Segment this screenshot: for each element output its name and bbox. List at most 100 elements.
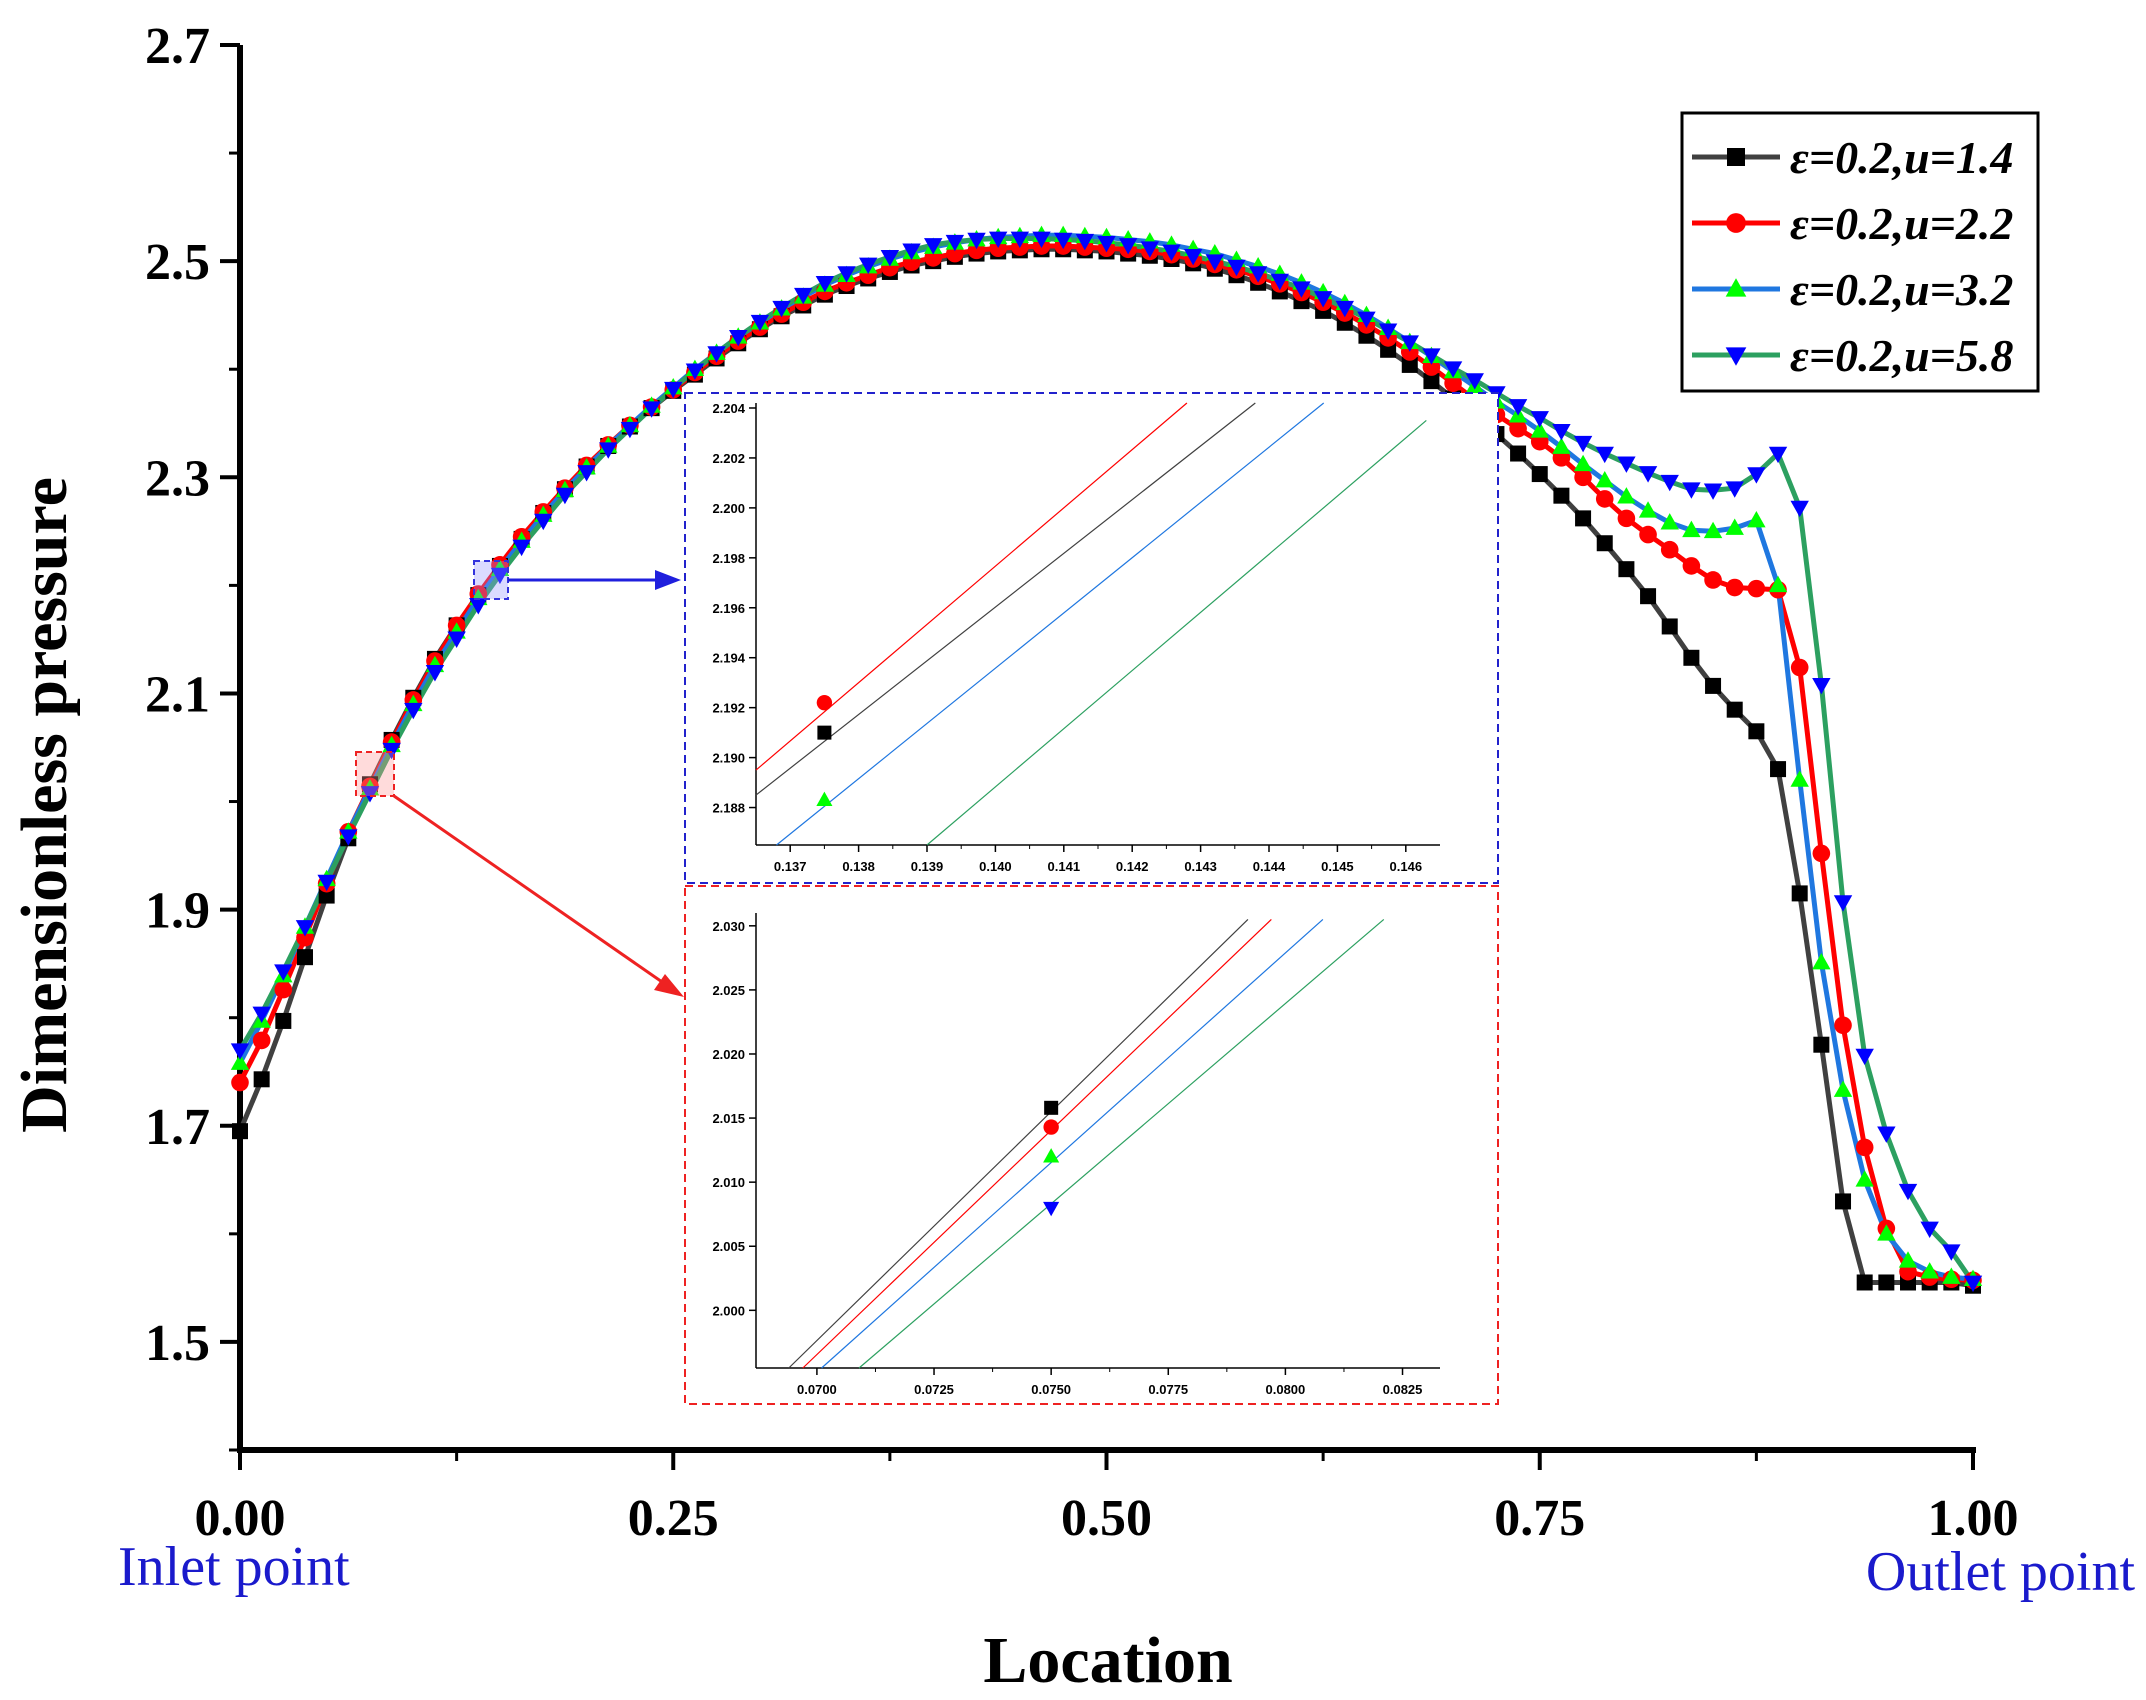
data-point-s4 (1963, 1275, 1983, 1293)
data-point-s3 (1725, 518, 1744, 535)
data-point-s3 (1833, 1080, 1853, 1097)
data-point-s4 (1010, 231, 1030, 249)
data-point-s1 (1553, 487, 1570, 504)
data-point-s2 (1595, 490, 1614, 508)
inset-y-tick-label: 2.190 (712, 751, 745, 766)
data-point-s4 (599, 442, 618, 459)
data-point-s1 (1705, 677, 1722, 694)
data-point-s4 (1378, 323, 1398, 340)
data-point-s4 (490, 567, 510, 585)
data-point-s4 (729, 330, 748, 347)
data-point-s4 (1617, 456, 1636, 473)
legend-label: ε=0.2,u=5.8 (1790, 330, 2013, 381)
zoom-box-upper (473, 560, 509, 600)
inset-data-point-3 (816, 791, 833, 807)
inset-series-line-3 (821, 918, 1324, 1369)
data-point-s4 (902, 243, 921, 260)
data-point-s2 (1834, 1016, 1852, 1035)
data-point-s4 (1422, 348, 1441, 365)
inset-series-line-4 (858, 918, 1385, 1369)
data-point-s4 (1920, 1221, 1939, 1239)
data-point-s1 (296, 949, 313, 966)
inset-upper-frame (684, 392, 1499, 884)
data-point-s1 (1813, 1036, 1830, 1053)
inset-y-tick-label: 2.015 (712, 1111, 745, 1126)
data-point-s4 (1790, 500, 1809, 518)
zoom-callouts (355, 560, 684, 997)
data-point-s4 (1097, 235, 1116, 253)
inset-y-tick-label: 2.204 (712, 401, 745, 416)
inlet-point-label: Inlet point (118, 1536, 350, 1598)
inset-y-tick-label: 2.192 (712, 701, 745, 716)
data-point-s4 (924, 238, 943, 255)
data-point-s3 (1595, 470, 1614, 488)
data-point-s1 (275, 1012, 292, 1029)
outlet-point-label: Outlet point (1866, 1541, 2136, 1603)
inset-lower: 2.000 2.005 2.010 2.015 2.020 2.025 2.030 0.070… (684, 885, 1499, 1405)
data-point-s4 (1118, 238, 1138, 255)
inset-x-tick-label: 0.145 (1321, 859, 1354, 874)
data-point-s3 (1942, 1267, 1961, 1284)
series-markers (230, 225, 1983, 1294)
data-point-s4 (1595, 446, 1614, 464)
inset-lower-axes: 2.000 2.005 2.010 2.015 2.020 2.025 2.030 0.070… (712, 913, 1440, 1397)
data-point-s1 (1661, 618, 1678, 635)
data-point-s1 (1683, 649, 1700, 666)
data-point-s1 (1618, 561, 1635, 578)
data-point-s4 (1248, 266, 1268, 283)
x-tick-label: 0.75 (1494, 1490, 1585, 1547)
inset-y-tick-label: 2.025 (712, 983, 745, 998)
inset-y-tick-label: 2.200 (712, 501, 745, 516)
data-point-s4 (339, 829, 358, 846)
data-point-s4 (447, 631, 466, 648)
main-plot: 1.5 1.7 1.9 2.1 2.3 2.5 2.7 0.00 0.25 0.50 0.75 1.… (145, 18, 2019, 1547)
inset-y-tick-label: 2.005 (712, 1239, 745, 1254)
y-tick-label: 2.3 (145, 450, 210, 507)
data-point-s4 (1877, 1126, 1896, 1143)
data-point-s4 (815, 275, 835, 293)
legend: ε=0.2,u=1.4 ε=0.2,u=2.2 ε=0.2,u=3.2 ε=0.2,u… (1680, 111, 2040, 393)
inset-lower-lines (788, 918, 1385, 1369)
callout-arrowhead-lower (654, 974, 684, 997)
data-point-s4 (469, 598, 488, 615)
data-point-s1 (1770, 761, 1787, 778)
data-point-s2 (1617, 509, 1636, 528)
data-point-s4 (1703, 483, 1723, 500)
inset-upper-lines (755, 402, 1427, 846)
data-point-s4 (685, 363, 705, 380)
data-point-s3 (230, 1053, 250, 1070)
inset-data-point-2 (1043, 1119, 1059, 1135)
data-point-s4 (859, 257, 878, 274)
data-point-s4 (360, 786, 380, 803)
x-tick-label: 1.00 (1928, 1490, 2019, 1547)
data-point-s4 (664, 381, 683, 399)
data-point-s3 (1573, 454, 1593, 472)
data-point-s3 (1552, 437, 1571, 454)
data-point-s4 (577, 465, 596, 482)
data-point-s3 (1530, 421, 1549, 438)
inset-x-tick-label: 0.142 (1116, 859, 1149, 874)
data-point-s3 (1877, 1224, 1896, 1241)
data-point-s2 (1660, 540, 1679, 559)
inset-y-tick-label: 2.000 (712, 1303, 745, 1318)
data-point-s3 (1855, 1170, 1874, 1187)
data-point-s4 (880, 250, 900, 267)
legend-label: ε=0.2,u=3.2 (1790, 264, 2013, 315)
data-point-s4 (1443, 361, 1463, 378)
data-point-s4 (555, 487, 575, 505)
data-point-s4 (1357, 311, 1376, 329)
x-tick-label: 0.25 (628, 1490, 719, 1547)
inset-data-point-2 (816, 694, 833, 711)
inset-x-tick-label: 0.0700 (797, 1382, 837, 1397)
data-point-s1 (1856, 1274, 1873, 1291)
data-point-s4 (750, 314, 770, 332)
data-point-s4 (317, 874, 336, 892)
inset-series-line-1 (788, 918, 1249, 1369)
x-tick-label: 0.00 (195, 1490, 286, 1547)
inset-data-point-1 (1044, 1100, 1059, 1115)
data-point-s4 (1183, 248, 1203, 266)
data-point-s4 (988, 231, 1008, 249)
data-point-s1 (1791, 885, 1808, 902)
inset-lower-frame (684, 885, 1499, 1405)
data-point-s4 (620, 421, 640, 439)
